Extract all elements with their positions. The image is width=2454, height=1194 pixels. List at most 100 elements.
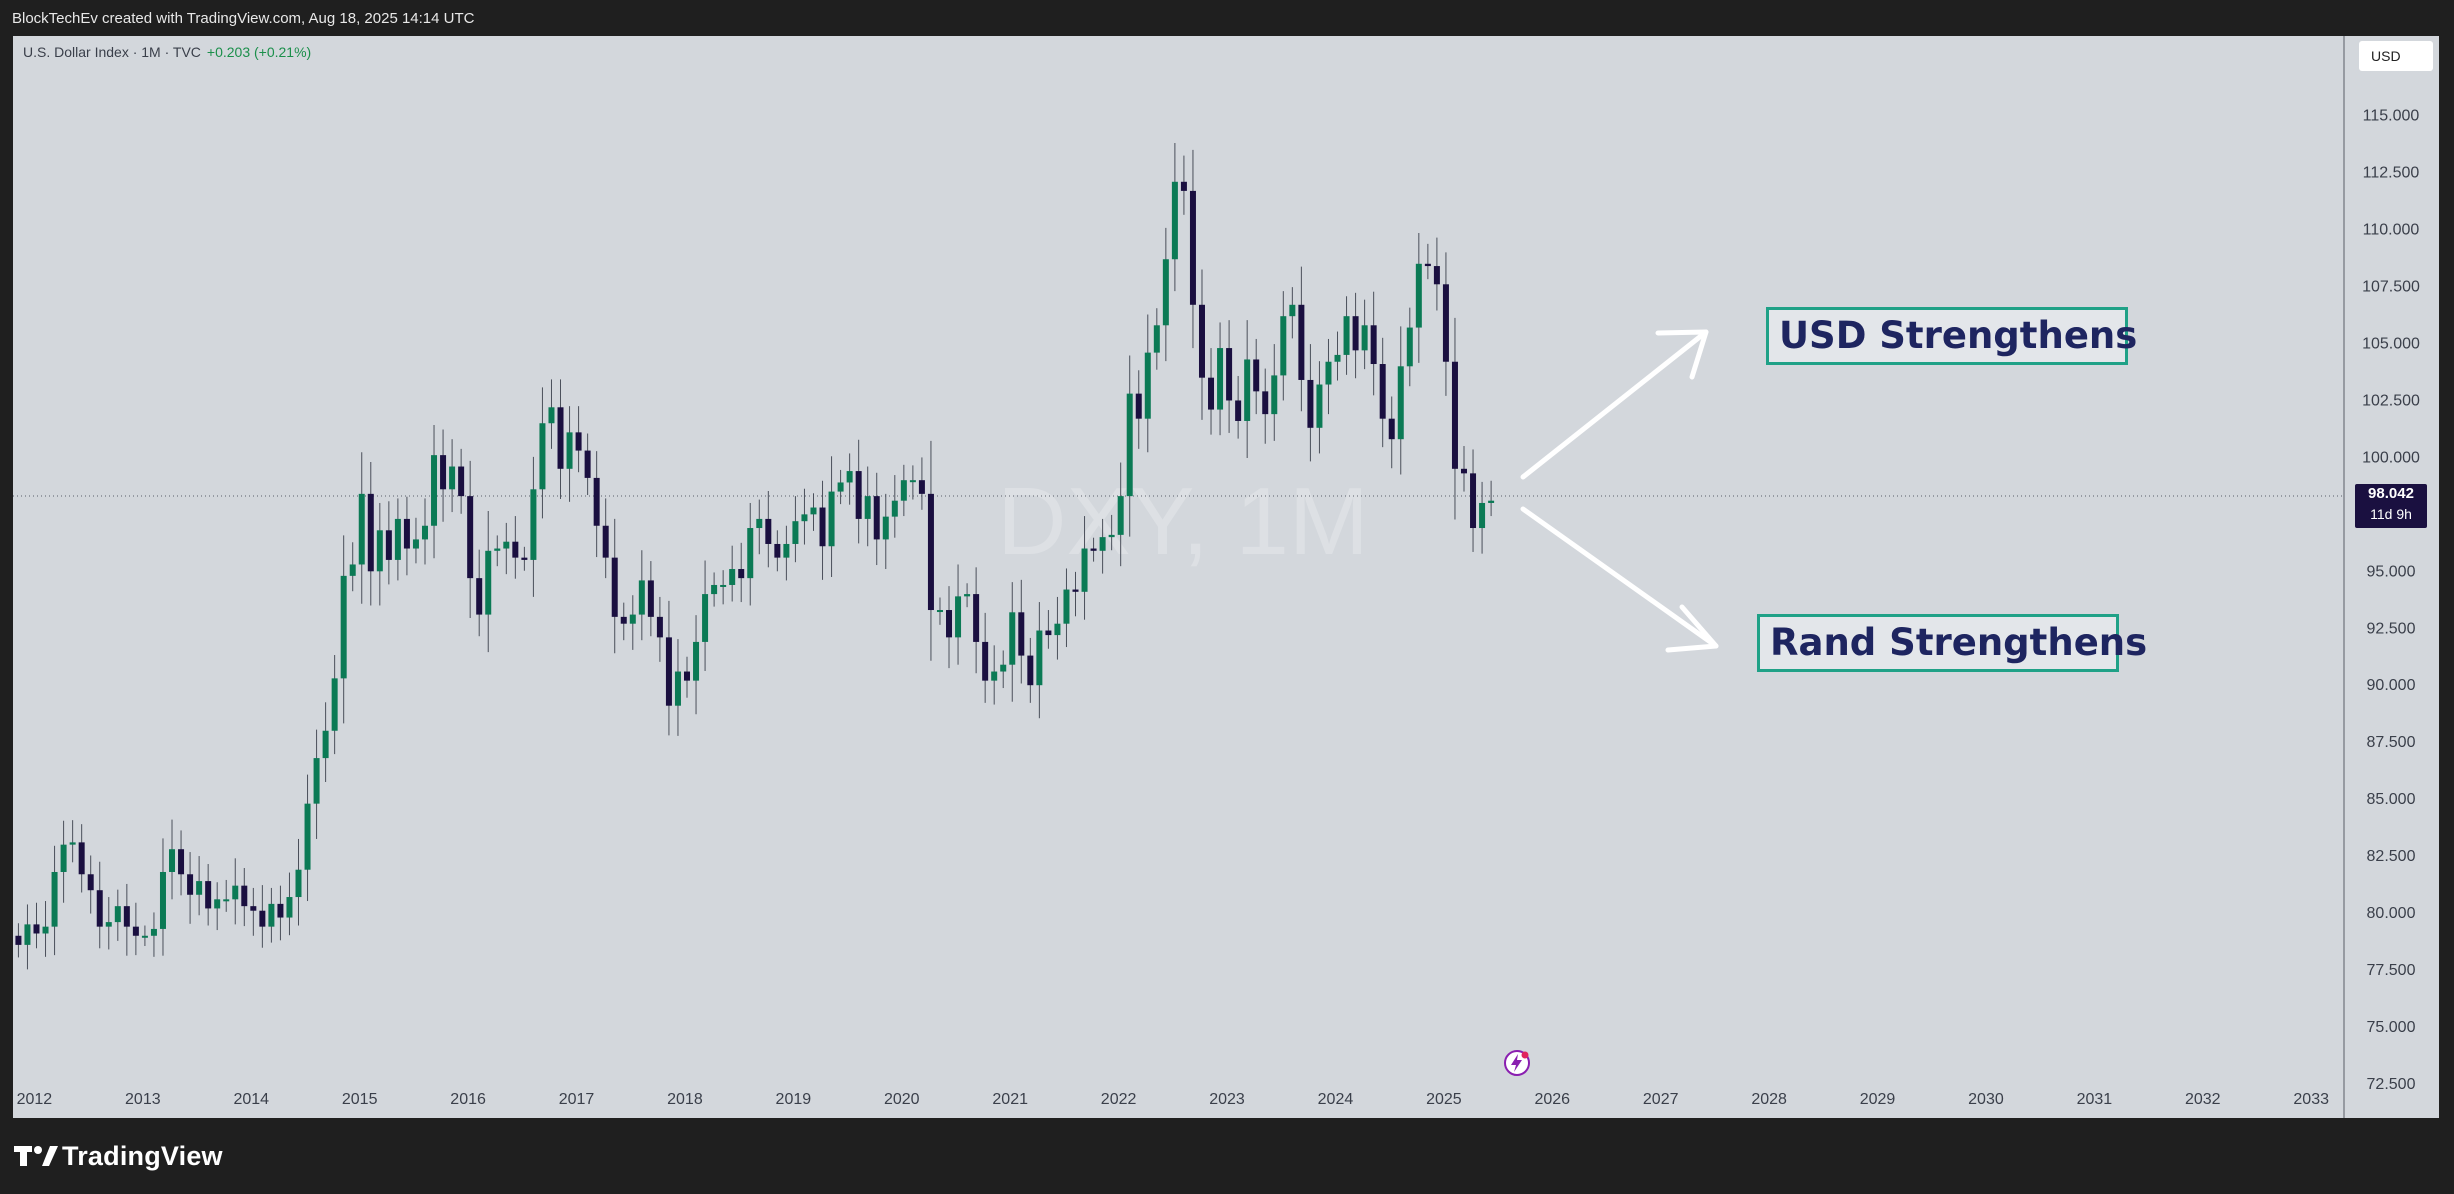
candle-body <box>1488 500 1495 503</box>
candle-body <box>1388 418 1395 440</box>
time-axis[interactable]: 2012 2013 2014 2015 2016 2017 2018 2019 2020 2021… <box>17 1091 2329 1108</box>
price-axis-tick-label: 92.500 <box>2367 620 2416 637</box>
time-axis-tick-label: 2026 <box>1534 1091 1570 1108</box>
candle-body <box>322 730 329 759</box>
candle-body <box>530 489 537 560</box>
time-axis-tick-label: 2016 <box>450 1091 486 1108</box>
candle-body <box>1180 181 1187 191</box>
price-axis-tick-label: 102.500 <box>2362 392 2420 409</box>
candle-body <box>196 881 203 895</box>
candle-body <box>557 407 564 469</box>
candle-body <box>1470 473 1477 529</box>
candle-body <box>918 480 925 494</box>
price-axis-tick-label: 80.000 <box>2367 905 2416 922</box>
candle-body <box>946 610 953 638</box>
candle-body <box>132 926 139 936</box>
candle-body <box>656 616 663 638</box>
candle-body <box>855 471 862 519</box>
candle-body <box>629 614 636 624</box>
candle-body <box>114 906 121 923</box>
candle-body <box>431 455 438 526</box>
candle-body <box>1027 655 1034 686</box>
price-axis-tick-label: 95.000 <box>2367 563 2416 580</box>
candle-body <box>467 496 474 579</box>
candle-body <box>421 525 428 540</box>
candle-body <box>1262 391 1269 415</box>
candle-body <box>42 926 49 934</box>
candle-body <box>738 569 745 579</box>
candle-body <box>205 881 212 909</box>
candle-body <box>512 541 519 558</box>
candle-body <box>1307 379 1314 428</box>
tradingview-logo-icon <box>14 1146 58 1166</box>
chart-pane[interactable]: DXY, 1M 72.500 75.000 77.500 80.000 82.500 85… <box>13 36 2439 1118</box>
candle-body <box>1361 325 1368 351</box>
candle-body <box>187 874 194 895</box>
candle-body <box>1370 325 1377 365</box>
candle-body <box>638 580 645 615</box>
candle-body <box>955 596 962 638</box>
candle-body <box>449 466 456 490</box>
candle-body <box>774 543 781 558</box>
time-axis-tick-label: 2028 <box>1751 1091 1787 1108</box>
time-axis-tick-label: 2027 <box>1643 1091 1679 1108</box>
candle-body <box>756 518 763 529</box>
time-axis-tick-label: 2020 <box>884 1091 920 1108</box>
price-chart[interactable]: DXY, 1M 72.500 75.000 77.500 80.000 82.500 85… <box>13 36 2439 1118</box>
candle-body <box>1099 537 1106 551</box>
price-axis-tick-label: 105.000 <box>2362 336 2420 353</box>
candle-body <box>909 480 916 483</box>
candle-body <box>702 594 709 642</box>
lightning-bolt-icon[interactable] <box>1502 1048 1532 1078</box>
candle-body <box>1009 612 1016 665</box>
candle-body <box>1144 352 1151 419</box>
symbol-legend[interactable]: U.S. Dollar Index · 1M · TVC +0.203 (+0.2… <box>23 44 311 60</box>
price-axis-tick-label: 82.500 <box>2367 848 2416 865</box>
candle-body <box>1117 496 1124 535</box>
usd-strengthens-label[interactable]: USD Strengthens <box>1766 307 2137 365</box>
time-axis-tick-label: 2025 <box>1426 1091 1462 1108</box>
candle-body <box>87 874 94 891</box>
tradingview-logo[interactable]: TradingView <box>14 1140 223 1172</box>
last-price-value: 98.042 <box>2368 485 2414 502</box>
candle-body <box>1090 548 1097 551</box>
candle-body <box>394 518 401 560</box>
price-axis-tick-label: 85.000 <box>2367 791 2416 808</box>
candle-body <box>1198 304 1205 378</box>
time-axis-tick-label: 2029 <box>1860 1091 1896 1108</box>
candle-body <box>973 594 980 642</box>
candle-body <box>313 758 320 804</box>
candle-body <box>349 564 356 576</box>
price-axis-tick-label: 87.500 <box>2367 734 2416 751</box>
candle-body <box>105 922 112 927</box>
candle-body <box>241 885 248 907</box>
candle-body <box>1298 304 1305 380</box>
price-axis-tick-label: 107.500 <box>2362 279 2420 296</box>
candle-body <box>693 641 700 681</box>
candle-body <box>747 528 754 579</box>
candle-body <box>828 491 835 547</box>
candle-body <box>1415 263 1422 328</box>
price-axis[interactable]: 72.500 75.000 77.500 80.000 82.500 85.000 87.5… <box>2362 51 2420 1093</box>
time-axis-tick-label: 2032 <box>2185 1091 2221 1108</box>
candle-body <box>1045 630 1052 636</box>
candle-body <box>548 407 555 424</box>
candle-body <box>96 890 103 927</box>
candle-body <box>223 899 230 902</box>
rand-strengthens-label[interactable]: Rand Strengthens <box>1757 614 2147 672</box>
candle-body <box>295 869 302 898</box>
logo-wordmark: TradingView <box>62 1140 223 1171</box>
candle-body <box>1235 400 1242 421</box>
candle-body <box>358 493 365 565</box>
candle-body <box>1244 359 1251 421</box>
candle-body <box>584 450 591 478</box>
time-axis-tick-label: 2017 <box>559 1091 595 1108</box>
time-axis-tick-label: 2015 <box>342 1091 378 1108</box>
candle-body <box>1289 304 1296 317</box>
symbol-name: U.S. Dollar Index · 1M · TVC <box>23 44 201 60</box>
candle-body <box>403 518 410 549</box>
candle-body <box>1280 316 1287 376</box>
candle-body <box>51 871 58 927</box>
currency-selector[interactable]: USD <box>2359 41 2433 71</box>
candle-body <box>1271 375 1278 415</box>
